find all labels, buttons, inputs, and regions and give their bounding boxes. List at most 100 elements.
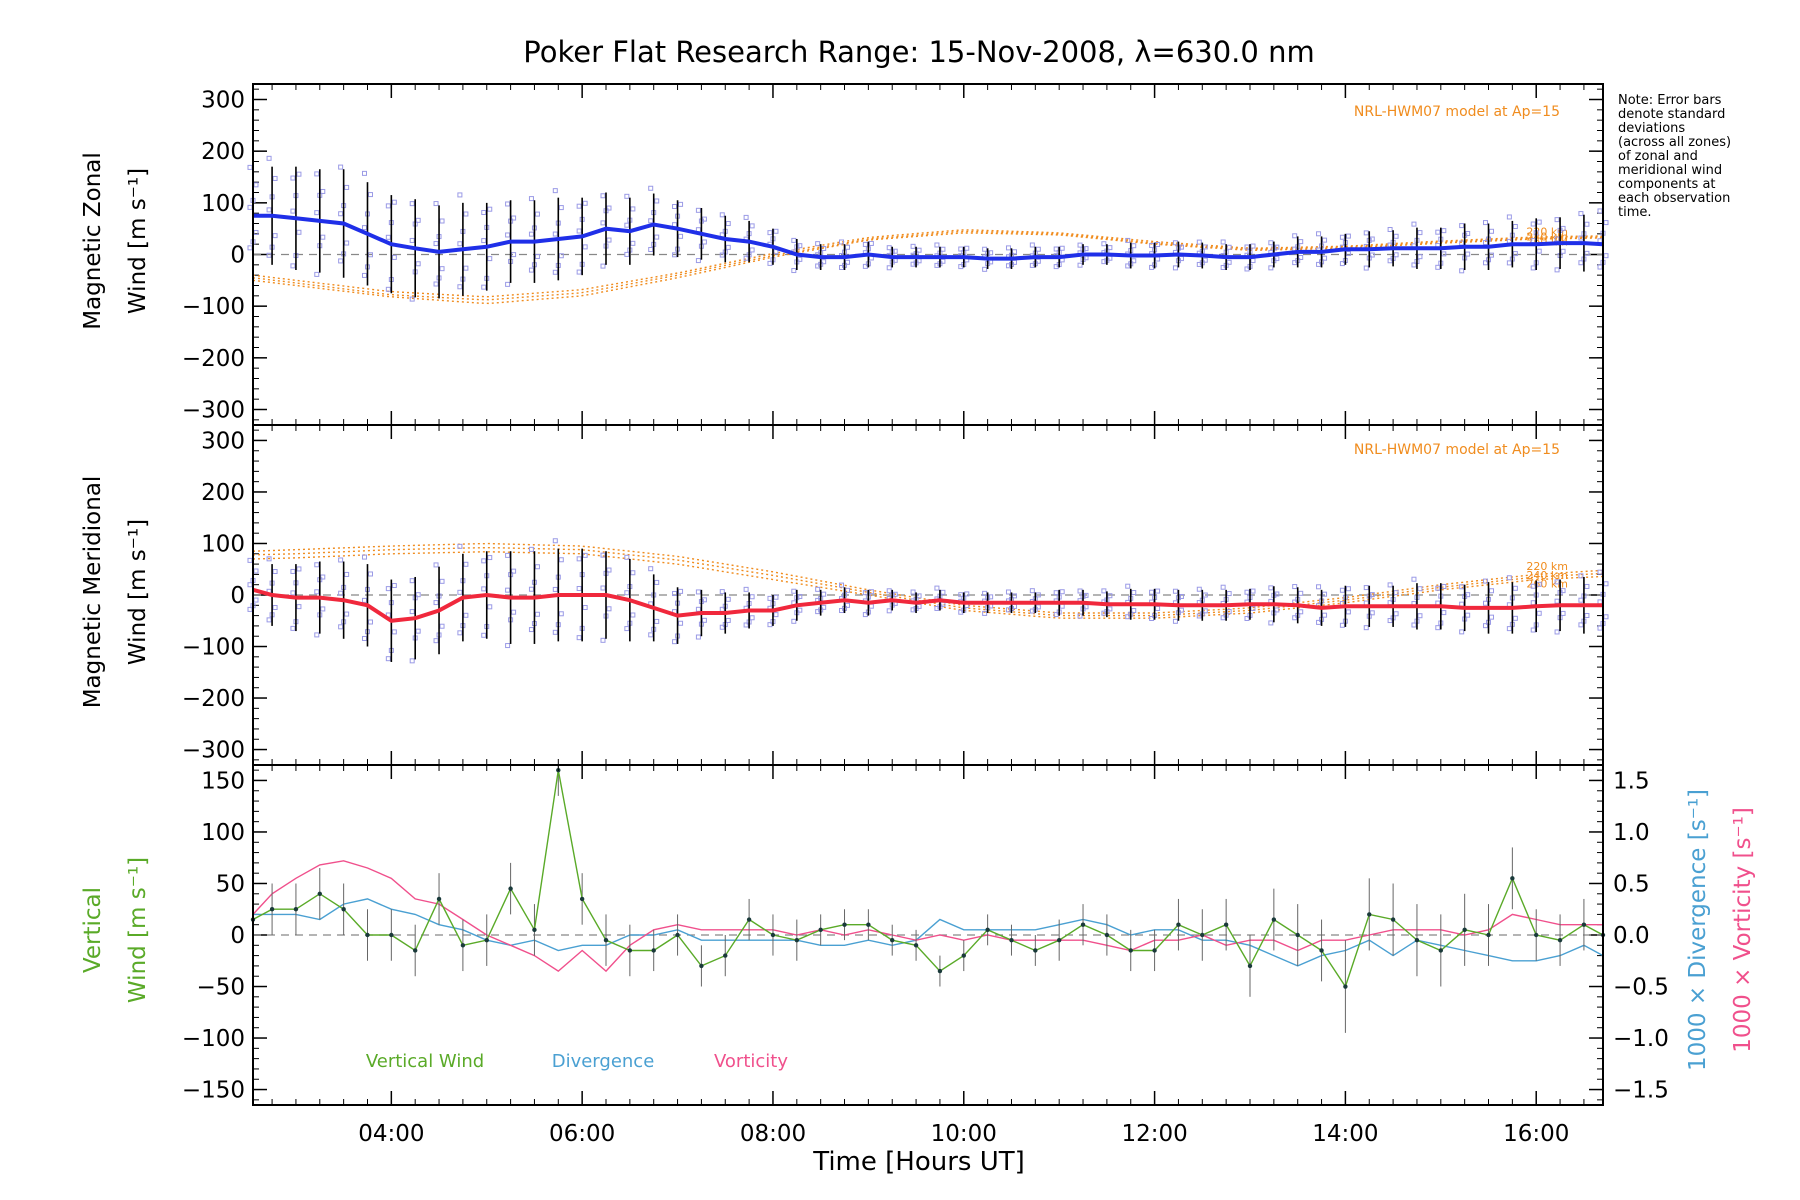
zone-point xyxy=(606,237,612,243)
zone-point xyxy=(1005,245,1011,251)
zone-point xyxy=(839,582,845,588)
zone-point xyxy=(958,246,964,252)
zone-point xyxy=(934,242,940,248)
zone-point xyxy=(415,628,421,634)
vertical-wind-point xyxy=(1367,912,1372,917)
zone-point xyxy=(1441,251,1447,257)
zone-point xyxy=(1489,252,1495,258)
vertical-wind-point xyxy=(317,891,322,896)
zone-point xyxy=(964,591,970,597)
zone-point xyxy=(505,281,511,287)
zone-point xyxy=(1578,235,1584,241)
zone-point xyxy=(1298,609,1304,615)
zone-point xyxy=(695,634,701,640)
zone-point xyxy=(511,215,517,221)
zone-point xyxy=(1316,619,1322,625)
vertical-wind-point xyxy=(1414,937,1420,943)
zone-point xyxy=(940,258,946,264)
zone-point xyxy=(1578,211,1584,217)
zone-point xyxy=(654,234,660,240)
zone-point xyxy=(1101,241,1107,247)
zone-point xyxy=(247,204,253,210)
zone-point xyxy=(361,170,367,176)
y-tick-label: −100 xyxy=(182,635,245,661)
zone-point xyxy=(391,254,397,260)
zone-point xyxy=(815,586,821,592)
vertical-wind-point xyxy=(1056,937,1062,943)
zone-point xyxy=(1387,226,1393,232)
x-tick-label: 08:00 xyxy=(740,1121,806,1147)
zone-point xyxy=(648,632,654,638)
zone-point xyxy=(600,220,606,226)
zone-point xyxy=(409,201,415,207)
zone-point xyxy=(678,620,684,626)
zone-point xyxy=(678,233,684,239)
zone-point xyxy=(672,252,678,258)
zone-point xyxy=(391,199,397,205)
zone-point xyxy=(654,618,660,624)
note-line: each observation xyxy=(1618,191,1730,206)
zone-point xyxy=(910,607,916,613)
zone-point xyxy=(1363,265,1369,271)
zone-point xyxy=(272,233,278,239)
zone-point xyxy=(630,570,636,576)
zone-point xyxy=(409,578,415,584)
zone-point xyxy=(1244,615,1250,621)
zone-point xyxy=(1411,262,1417,268)
vertical-wind-point xyxy=(937,968,943,974)
zone-point xyxy=(1489,228,1495,234)
zone-point xyxy=(1316,261,1322,267)
zone-point xyxy=(773,594,779,600)
zone-point xyxy=(1417,613,1423,619)
zone-point xyxy=(290,625,296,631)
zone-point xyxy=(582,200,588,206)
zone-point xyxy=(862,241,868,247)
zone-point xyxy=(600,263,606,269)
zone-point xyxy=(624,626,630,632)
zone-point xyxy=(1172,240,1178,246)
zone-point xyxy=(1560,225,1566,231)
x-tick-label: 04:00 xyxy=(358,1121,424,1147)
vertical-wind-point xyxy=(723,953,728,958)
zone-point xyxy=(528,586,534,592)
zone-point xyxy=(1005,589,1011,595)
vertical-wind-point xyxy=(1438,948,1444,953)
zone-point xyxy=(320,234,326,240)
zone-point xyxy=(511,609,517,615)
zone-point xyxy=(528,196,534,202)
zone-point xyxy=(1172,618,1178,624)
zone-point xyxy=(1393,233,1399,239)
vertical-wind-point xyxy=(1009,937,1014,943)
zone-point xyxy=(1554,629,1560,635)
zone-point xyxy=(1483,578,1489,584)
zone-point xyxy=(481,284,487,290)
zone-point xyxy=(385,203,391,209)
zone-point xyxy=(247,245,253,251)
zone-point xyxy=(749,615,755,621)
zone-point xyxy=(1512,223,1518,229)
zone-point xyxy=(1220,239,1226,245)
zone-point xyxy=(528,627,534,633)
zone-point xyxy=(1250,605,1256,611)
zone-point xyxy=(1244,266,1250,272)
zone-point xyxy=(1393,590,1399,596)
zone-point xyxy=(1083,246,1089,252)
zone-point xyxy=(719,252,725,258)
zone-point xyxy=(916,603,922,609)
zone-point xyxy=(1053,246,1059,252)
zone-point xyxy=(552,188,558,194)
zone-point xyxy=(1387,618,1393,624)
note-line: time. xyxy=(1618,205,1652,220)
vertical-wind-point xyxy=(460,943,466,948)
zone-point xyxy=(1584,221,1590,227)
zone-point xyxy=(1077,613,1083,619)
vertical-wind-point xyxy=(1486,932,1491,938)
zone-point xyxy=(314,210,320,216)
zone-point xyxy=(1101,588,1107,594)
zone-point xyxy=(1131,590,1137,596)
x-axis-label: Time [Hours UT] xyxy=(812,1147,1025,1177)
zone-point xyxy=(487,256,493,262)
zone-point xyxy=(463,612,469,618)
zone-point xyxy=(290,175,296,181)
zone-point xyxy=(1459,223,1465,229)
